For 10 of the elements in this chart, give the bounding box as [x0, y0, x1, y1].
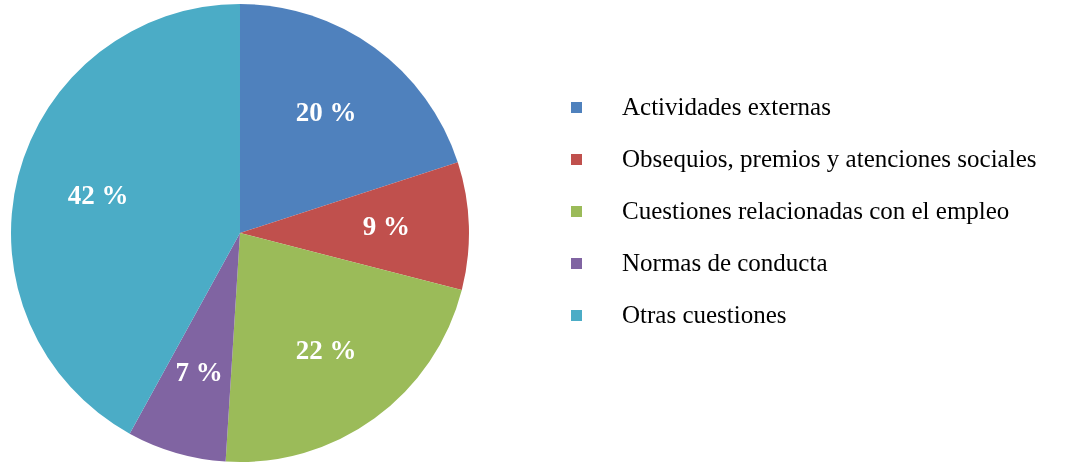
data-label: 42 % — [67, 179, 129, 210]
legend-label: Cuestiones relacionadas con el empleo — [622, 196, 1011, 226]
legend-label: Obsequios, premios y atenciones sociales — [622, 144, 1038, 174]
data-label: 20 % — [295, 97, 357, 128]
legend-label: Otras cuestiones — [622, 300, 788, 330]
data-label: 22 % — [295, 334, 357, 365]
data-label: 7 % — [175, 356, 223, 387]
legend-label: Actividades externas — [622, 92, 832, 122]
legend-label: Normas de conducta — [622, 248, 829, 278]
data-label: 9 % — [362, 211, 411, 242]
